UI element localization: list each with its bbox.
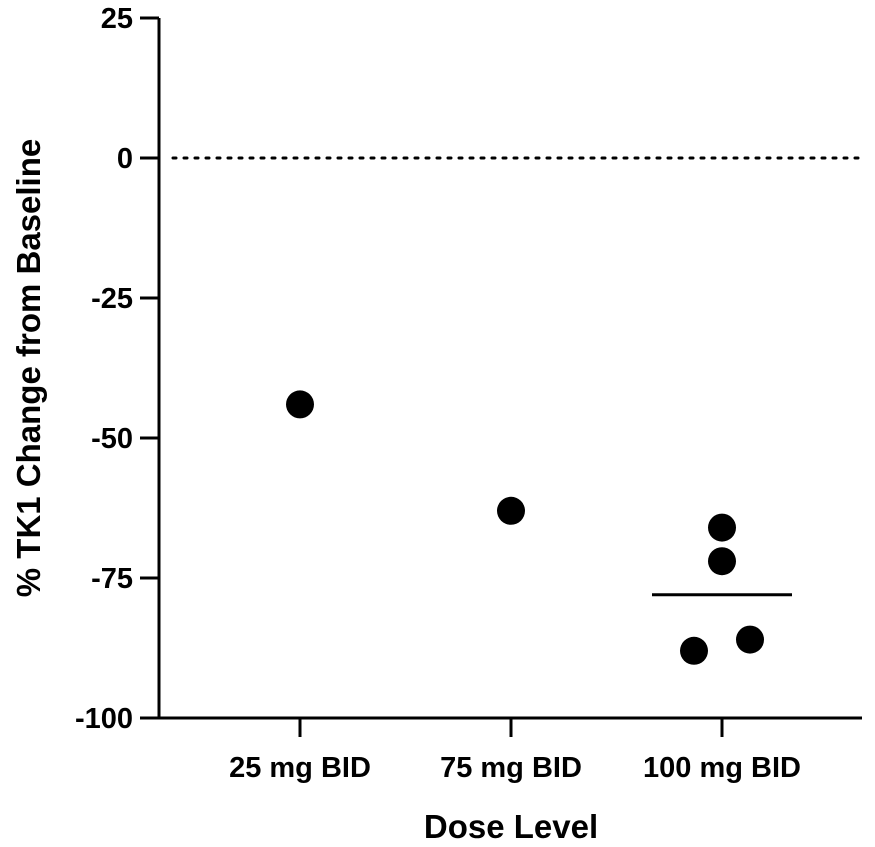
x-tick-label: 25 mg BID xyxy=(229,752,371,784)
y-tick-label: -100 xyxy=(75,703,133,735)
y-tick-label: -50 xyxy=(91,423,133,455)
y-tick-label: -75 xyxy=(91,563,133,595)
data-point xyxy=(286,390,314,419)
x-axis-title: Dose Level xyxy=(424,808,598,845)
x-tick-label: 75 mg BID xyxy=(440,752,582,784)
axes xyxy=(157,18,862,720)
y-axis-title: % TK1 Change from Baseline xyxy=(10,139,47,597)
data-points xyxy=(286,390,792,665)
y-tick-label: 0 xyxy=(117,143,133,175)
y-tick-group: 25 0 -25 -50 -75 -100 xyxy=(75,3,159,735)
y-tick-label: -25 xyxy=(91,283,133,315)
data-point xyxy=(736,625,764,654)
y-tick-label: 25 xyxy=(101,3,133,35)
x-tick-label: 100 mg BID xyxy=(643,752,801,784)
data-point xyxy=(708,547,736,576)
data-point xyxy=(497,496,525,525)
x-tick-group: 25 mg BID 75 mg BID 100 mg BID xyxy=(229,718,801,784)
data-point xyxy=(680,636,708,665)
data-point xyxy=(708,513,736,542)
